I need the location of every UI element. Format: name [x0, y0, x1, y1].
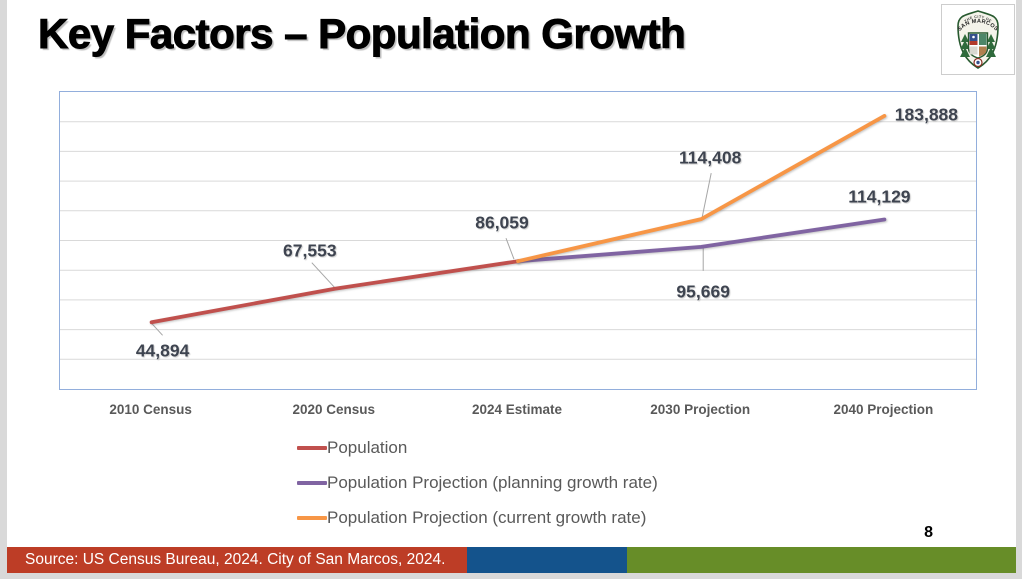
seal-right-tree	[986, 34, 996, 57]
city-seal-logo: THE CITY OF SAN MARCOS	[941, 4, 1015, 75]
footer-segment-green	[627, 547, 1016, 573]
footer-segment-blue	[467, 547, 627, 573]
legend-dash-planning-growth	[297, 481, 327, 485]
footer-bar: Source: US Census Bureau, 2024. City of …	[7, 547, 1016, 573]
legend-label: Population	[327, 438, 408, 457]
series-line-0	[149, 259, 520, 325]
x-axis-label: 2030 Projection	[650, 402, 751, 417]
presentation-slide: Key Factors – Population Growth THE CITY…	[7, 0, 1016, 573]
series-line-1	[516, 217, 887, 264]
label-leader-line	[311, 262, 336, 289]
chart-canvas	[60, 113, 976, 360]
series-line-2	[516, 113, 887, 264]
seal-left-tree	[960, 34, 970, 57]
seal-shield	[967, 32, 989, 59]
label-leader-line	[151, 322, 163, 336]
label-leader-line	[701, 172, 712, 218]
label-leader-line	[505, 238, 515, 260]
footer-segment-source: Source: US Census Bureau, 2024. City of …	[7, 547, 467, 573]
x-axis-label: 2024 Estimate	[471, 402, 563, 417]
source-text: Source: US Census Bureau, 2024. City of …	[25, 551, 446, 568]
legend-item-population: Population	[297, 437, 658, 459]
legend-dash-population	[297, 446, 327, 450]
population-chart-plot-area	[59, 91, 977, 390]
x-axis-label: 2010 Census	[109, 402, 192, 417]
x-axis-label: 2040 Projection	[833, 402, 934, 417]
legend-item-current-growth: Population Projection (current growth ra…	[297, 507, 658, 529]
x-axis: 2010 Census 2020 Census 2024 Estimate 2030 …	[59, 402, 975, 420]
legend-dash-current-growth	[297, 516, 327, 520]
x-axis-label: 2020 Census	[292, 402, 376, 417]
legend-label: Population Projection (planning growth r…	[327, 473, 658, 492]
page-number: 8	[924, 524, 933, 541]
seal-bottom-emblem	[973, 57, 983, 68]
chart-legend: Population Population Projection (planni…	[297, 437, 658, 542]
slide-title: Key Factors – Population Growth	[37, 9, 686, 57]
legend-item-planning-growth: Population Projection (planning growth r…	[297, 472, 658, 494]
legend-label: Population Projection (current growth ra…	[327, 508, 647, 527]
